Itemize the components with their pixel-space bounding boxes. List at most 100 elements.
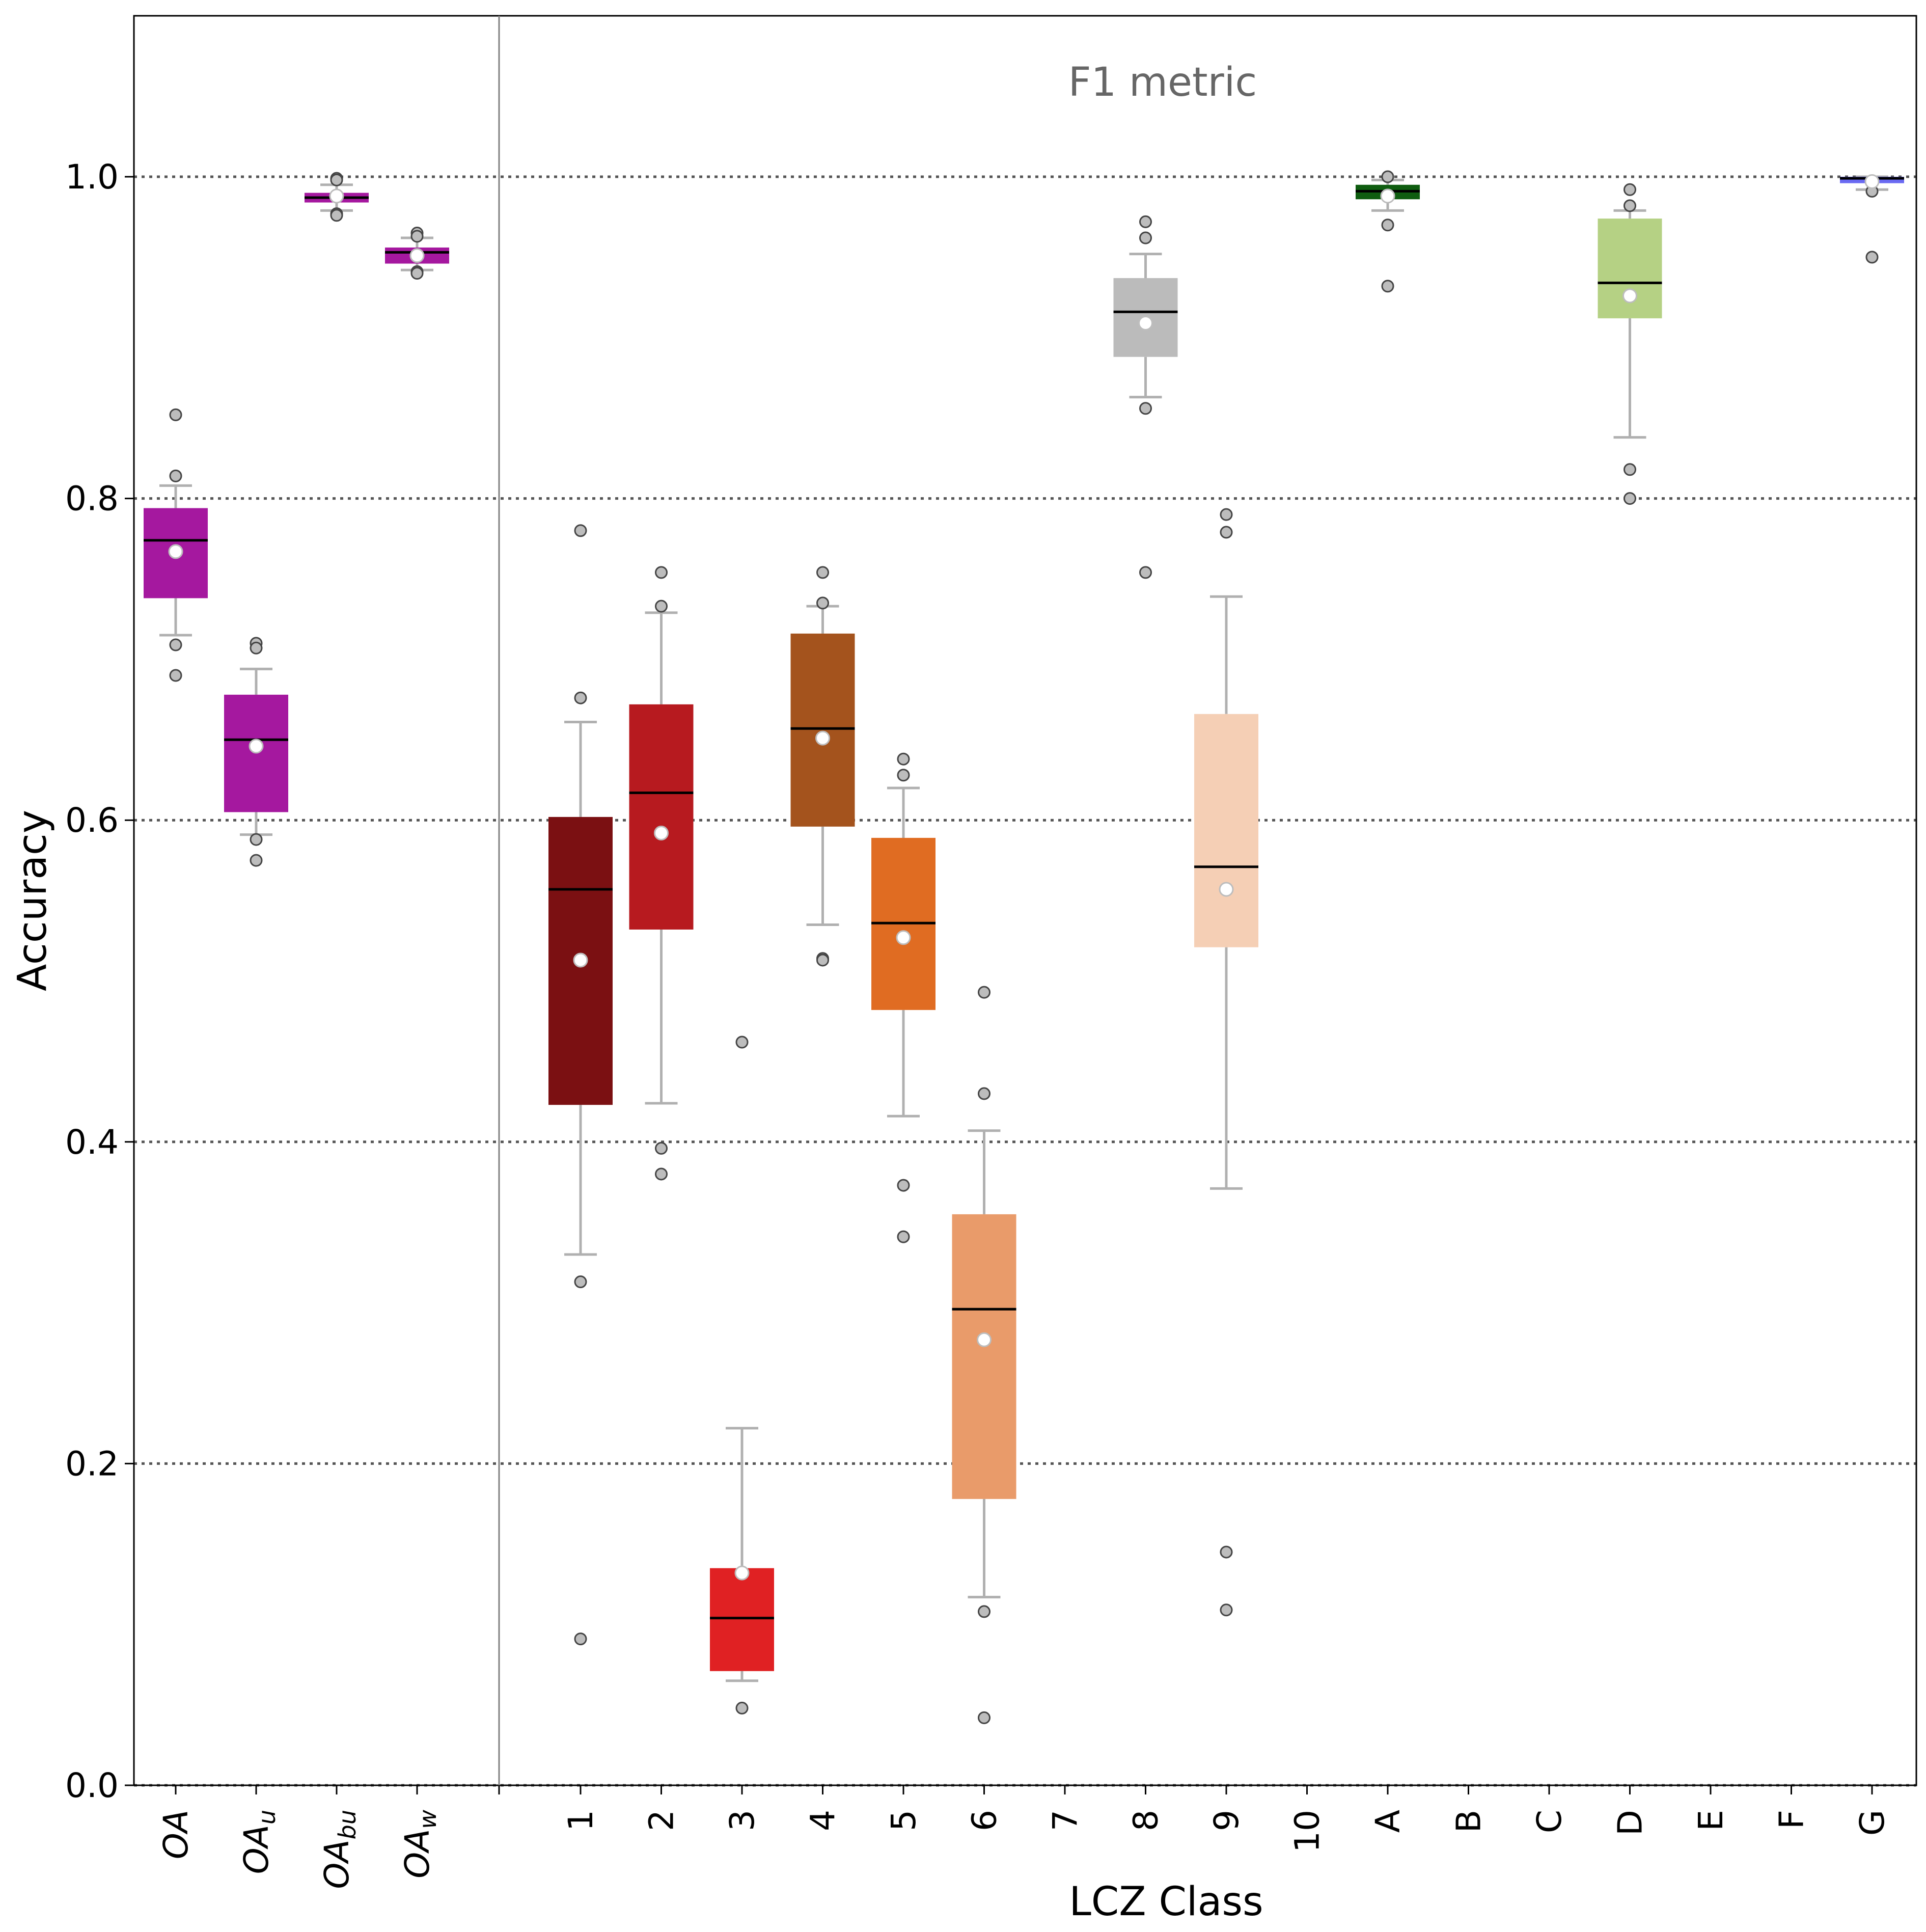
outlier-point [1139,215,1152,228]
mean-marker [573,953,588,968]
x-tick-label: A [1368,1810,1408,1833]
box-iqr [629,704,694,930]
outlier-point [978,1087,990,1100]
box-group [548,524,613,1646]
y-tick-label: 0.0 [65,1766,119,1805]
box-group [871,752,936,1243]
outlier-point [978,1711,990,1724]
outlier-point [735,1036,749,1049]
outlier-point [574,524,587,537]
x-tick-label: 5 [884,1810,923,1831]
outlier-point [655,600,668,613]
outlier-point [250,641,263,655]
x-tick-label: OAu [237,1810,281,1874]
outlier-point [574,691,587,704]
box-group [1113,215,1178,579]
mean-marker [654,825,669,840]
mean-marker [1138,315,1153,331]
outlier-point [655,1141,668,1155]
outlier-point [655,1167,668,1181]
box-iqr [1598,219,1662,318]
mean-marker [896,930,911,945]
outlier-point [655,566,668,579]
y-tick-label: 0.4 [65,1123,119,1162]
labels: F1 metric LCZ Class Accuracy 0.0 0.2 0.4 0.… [10,60,1892,1925]
box-group [144,408,208,682]
x-tick-label: 2 [642,1810,681,1831]
box-group [385,227,449,280]
outlier-point [250,854,263,867]
y-axis-title: Accuracy [10,810,56,991]
outlier-point [1865,251,1879,264]
box-group [952,986,1016,1724]
x-tick-label: OAbu [317,1810,361,1889]
mean-marker [329,188,344,204]
y-tick-label: 0.6 [65,801,119,840]
outlier-point [1220,508,1233,521]
x-tick-label: 6 [965,1810,1004,1831]
x-axis-title: LCZ Class [1069,1879,1263,1925]
mean-marker [168,544,183,559]
outlier-point [250,833,263,846]
x-tick-label: F [1772,1810,1811,1829]
outlier-point [1624,199,1636,212]
x-tick-label: C [1530,1810,1569,1833]
x-tick-label: 1 [561,1810,600,1831]
y-tick-label: 1.0 [65,157,119,197]
box-group [629,566,694,1181]
outlier-point [1381,170,1394,183]
chart-title: F1 metric [1068,60,1257,105]
boxes [144,170,1904,1724]
x-tick-label: G [1853,1810,1892,1836]
x-tick-label: 7 [1045,1810,1085,1831]
outlier-point [1139,566,1152,579]
outlier-point [1381,219,1394,232]
mean-marker [249,739,264,754]
outlier-point [330,209,343,222]
outlier-point [169,408,182,421]
outlier-point [735,1701,749,1715]
outlier-point [410,230,424,243]
outlier-point [169,669,182,682]
outlier-point [1139,402,1152,415]
outlier-point [574,1275,587,1289]
box-group [1194,508,1258,1617]
outlier-point [1220,1545,1233,1559]
mean-marker [1380,188,1395,204]
outlier-point [330,173,343,186]
outlier-point [574,1632,587,1646]
x-tick-label: 4 [804,1810,843,1831]
outlier-point [169,638,182,651]
x-tick-label: E [1691,1810,1730,1831]
mean-marker [1622,288,1637,304]
mean-marker [409,248,425,263]
outlier-point [897,1230,910,1243]
outlier-point [1624,463,1636,476]
box-group [710,1036,774,1715]
x-tick-label: OAw [398,1810,442,1879]
y-tick-label: 0.2 [65,1444,119,1483]
outlier-point [1624,183,1636,196]
outlier-point [978,1605,990,1618]
outlier-point [169,469,182,482]
box-iqr [952,1214,1016,1499]
x-tick-label: 3 [723,1810,762,1831]
outlier-point [978,986,990,999]
outlier-point [1139,231,1152,244]
mean-marker [734,1565,750,1581]
outlier-point [1220,526,1233,539]
outlier-point [816,954,829,967]
x-tick-label: D [1611,1810,1650,1836]
y-tick-label: 0.8 [65,479,119,519]
mean-marker [815,730,830,746]
outlier-point [816,566,829,579]
box-group [1356,170,1420,293]
plot-frame [133,15,1917,1786]
box-group [790,566,855,967]
outlier-point [897,752,910,766]
x-tick-label: 8 [1126,1810,1166,1831]
axes [125,15,1917,1794]
box-iqr [710,1568,774,1671]
